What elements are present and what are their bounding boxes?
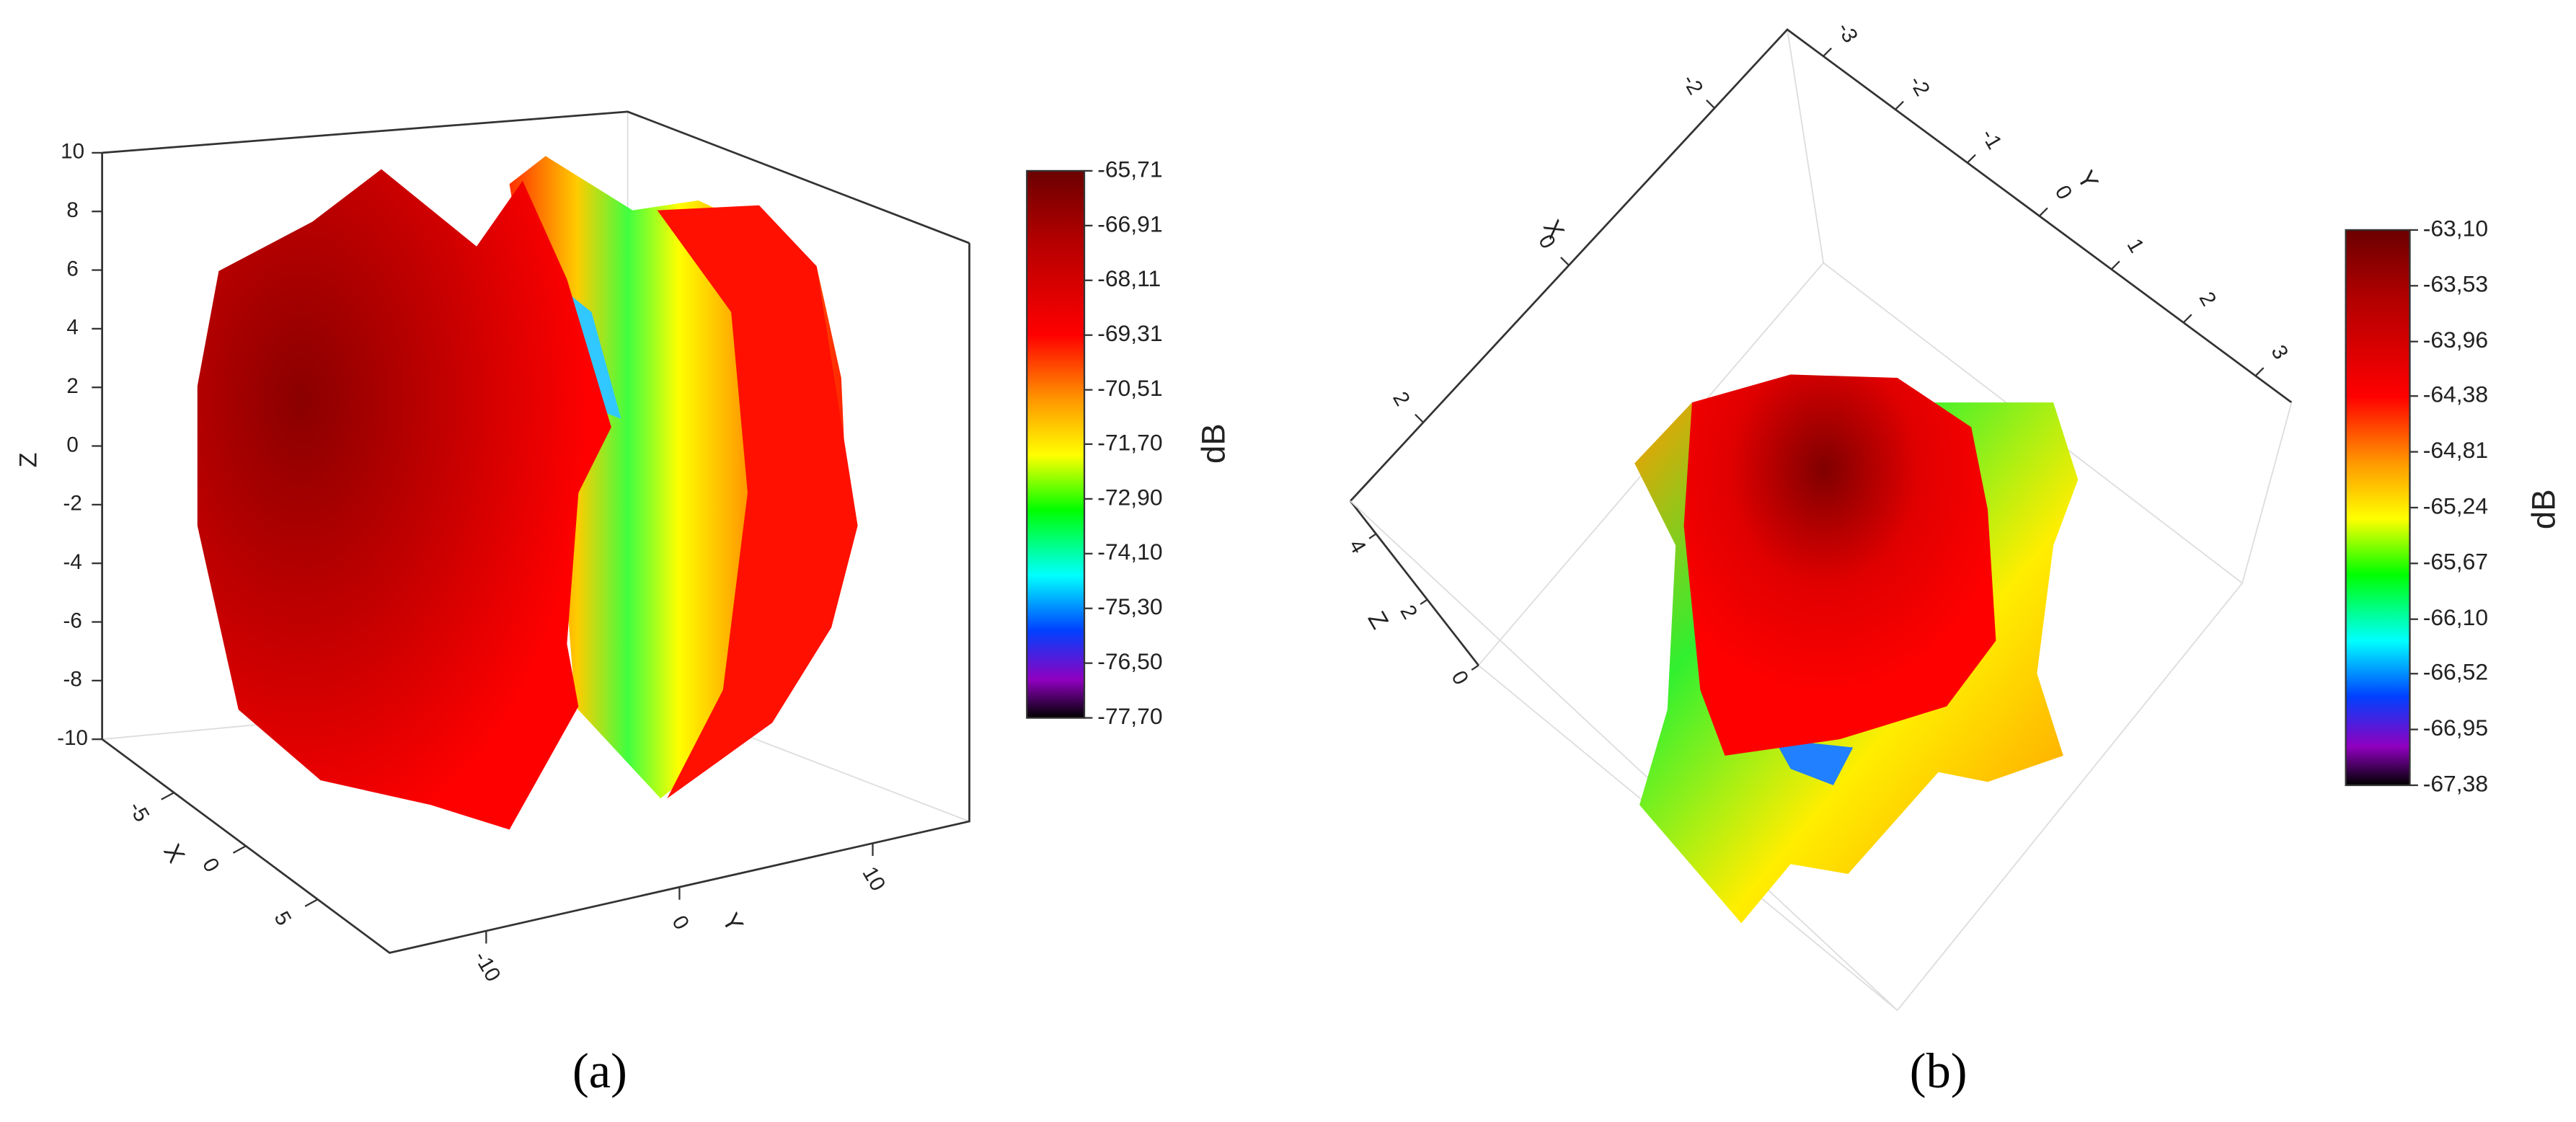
z-axis-label: Z: [1363, 607, 1394, 634]
colorbar-tick-label: -65,24: [2423, 492, 2488, 518]
box-edge: [102, 110, 970, 244]
colorbar-tick-label: -66,95: [2423, 715, 2488, 741]
tick-mark: [1368, 533, 1377, 539]
colorbar-tick-label: -63,53: [2423, 271, 2488, 297]
x-axis-label: X: [158, 839, 190, 867]
y-axis-label: Y: [2071, 166, 2103, 194]
z-tick-label: 4: [66, 316, 78, 340]
y-tick-label: 0: [667, 911, 694, 934]
surface: [1683, 374, 1996, 756]
z-tick-label: -6: [63, 609, 81, 632]
box-edge: [1787, 29, 1825, 263]
surface: [657, 205, 858, 799]
colorbar-tick-label: -74,10: [1097, 539, 1162, 565]
box-edge: [1349, 500, 1479, 666]
z-tick-label: 4: [1344, 535, 1371, 557]
y-tick-label: 2: [2195, 288, 2221, 310]
z-axis-label: Z: [14, 452, 42, 467]
tick-mark: [1967, 154, 1976, 164]
x-tick-label: -5: [124, 798, 154, 826]
tick-mark: [1895, 100, 1904, 110]
colorbar-tick-label: -75,30: [1097, 593, 1162, 619]
surface: [1774, 739, 1854, 785]
z-tick-label: 0: [66, 433, 78, 456]
colorbar-tick-label: -67,38: [2423, 770, 2488, 796]
z-tick-label: 6: [66, 257, 78, 280]
y-tick-label: 1: [2123, 234, 2149, 257]
tick-mark: [161, 792, 174, 800]
tick-mark: [232, 845, 247, 854]
colorbar-tick-label: -65,67: [2423, 549, 2488, 575]
colorbar: [1026, 169, 1086, 719]
colorbar-tick-label: -63,10: [2423, 215, 2488, 241]
colorbar: [2345, 229, 2411, 787]
tick-mark: [1415, 413, 1424, 423]
z-tick-label: -4: [63, 550, 81, 574]
z-tick-label: 2: [66, 374, 78, 398]
panel-a: -5 0 5 -10 0 10 -10 -8 -6 -4 -2 0 2 4 6 8 10 X Y Z -65,71 -66…: [14, 110, 1231, 1098]
tick-mark: [1420, 598, 1428, 605]
tick-mark: [1471, 664, 1479, 671]
z-tick-label: -2: [63, 492, 81, 516]
x-tick-label: -2: [1678, 71, 1708, 99]
colorbar-label: dB: [2526, 489, 2562, 529]
y-tick-label: 10: [857, 862, 890, 895]
box-edge: [1350, 500, 1898, 1011]
colorbar-tick-label: -70,51: [1097, 375, 1162, 401]
z-tick-label: -10: [57, 726, 88, 750]
y-tick-label: 0: [2050, 181, 2077, 203]
surface: [197, 169, 611, 830]
z-tick-label: 0: [1446, 667, 1473, 689]
z-tick-label: 8: [66, 198, 78, 222]
colorbar-tick-label: -72,90: [1097, 484, 1162, 510]
tick-mark: [304, 898, 319, 907]
x-tick-label: 5: [270, 907, 296, 929]
colorbar-tick-label: -76,50: [1097, 648, 1162, 674]
colorbar-tick-label: -64,38: [2423, 381, 2488, 407]
x-tick-label: 2: [1388, 388, 1415, 410]
tick-mark: [2254, 367, 2265, 377]
tick-mark: [1706, 100, 1715, 109]
y-tick-label: -1: [1976, 125, 2006, 153]
colorbar-tick-label: -65,71: [1097, 156, 1162, 182]
colorbar-tick-label: -68,11: [1097, 265, 1161, 291]
colorbar-tick-label: -69,31: [1097, 320, 1162, 346]
colorbar-tick-label: -77,70: [1097, 703, 1162, 729]
z-tick-label: -8: [63, 668, 81, 692]
colorbar-tick-label: -64,81: [2423, 437, 2488, 463]
y-tick-label: 3: [2266, 341, 2293, 363]
tick-mark: [2110, 260, 2120, 270]
colorbar-tick-label: -66,52: [2423, 659, 2488, 685]
y-axis-label: Y: [717, 909, 748, 937]
z-tick-label: 2: [1395, 601, 1422, 624]
tick-mark: [1560, 256, 1570, 266]
colorbar-tick-label: -63,96: [2423, 327, 2488, 353]
x-tick-label: 0: [198, 854, 224, 876]
colorbar-tick-label: -71,70: [1097, 429, 1162, 455]
y-tick-label: -3: [1832, 19, 1862, 47]
colorbar-tick-label: -66,10: [2423, 604, 2488, 630]
colorbar-tick-label: -66,91: [1097, 211, 1162, 237]
tick-mark: [2038, 207, 2048, 217]
panel-b: -202-3-2-10123024XYZ-63,10-63,53-63,96-6…: [1344, 19, 2562, 1098]
y-tick-label: -10: [469, 947, 505, 986]
z-tick-label: 10: [61, 140, 84, 164]
box-edge: [1350, 28, 2293, 502]
tick-mark: [2182, 314, 2192, 324]
y-tick-label: -2: [1904, 71, 1934, 100]
caption: (b): [1910, 1043, 1968, 1098]
caption: (a): [572, 1043, 627, 1098]
tick-mark: [1823, 47, 1832, 57]
colorbar-label: dB: [1195, 423, 1231, 464]
